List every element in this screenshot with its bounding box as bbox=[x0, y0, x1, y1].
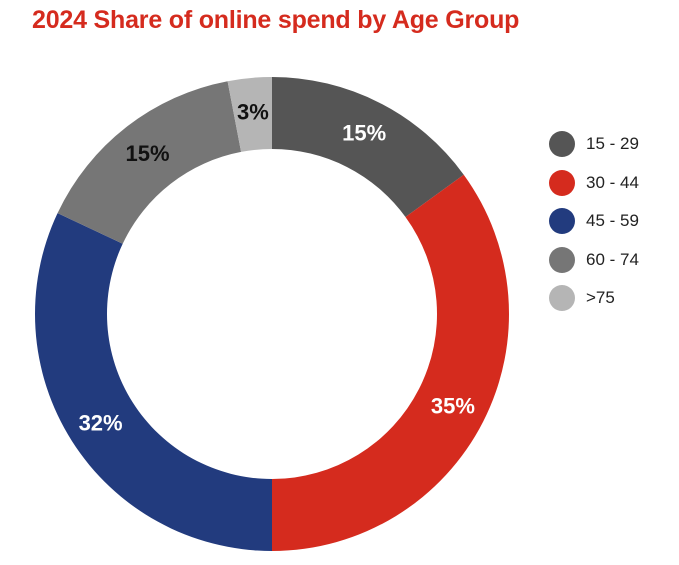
slice-label: 15% bbox=[342, 121, 386, 146]
slice-60-74 bbox=[57, 81, 242, 244]
legend-label: 30 - 44 bbox=[586, 172, 639, 192]
legend-label: >75 bbox=[586, 288, 615, 307]
legend-swatch bbox=[549, 131, 575, 157]
chart-title: 2024 Share of online spend by Age Group bbox=[32, 6, 520, 34]
slice-label: 32% bbox=[79, 410, 123, 435]
legend-label: 15 - 29 bbox=[586, 134, 639, 153]
slice-label: 3% bbox=[237, 99, 269, 124]
slice-15-29 bbox=[272, 77, 464, 218]
legend-item: 60 - 74 bbox=[549, 246, 639, 273]
chart-legend: 15 - 29 30 - 44 45 - 59 60 - 74 >75 bbox=[549, 131, 639, 311]
legend-swatch bbox=[549, 246, 575, 273]
legend-label: 45 - 59 bbox=[586, 211, 639, 230]
slice-label: 15% bbox=[126, 141, 170, 166]
slice-labels: 15% 35% 32% 15% 3% bbox=[79, 99, 475, 435]
legend-swatch bbox=[549, 208, 575, 234]
legend-item: 45 - 59 bbox=[549, 208, 639, 234]
slice-30-44 bbox=[272, 174, 510, 552]
legend-item: 15 - 29 bbox=[549, 131, 639, 157]
legend-label: 60 - 74 bbox=[586, 249, 639, 269]
slice-75 bbox=[227, 77, 272, 152]
legend-item: 30 - 44 bbox=[549, 169, 639, 196]
legend-swatch bbox=[549, 169, 575, 196]
donut-slices bbox=[35, 77, 510, 552]
slice-45-59 bbox=[35, 213, 272, 551]
slice-label: 35% bbox=[431, 394, 475, 419]
legend-item: >75 bbox=[549, 285, 639, 311]
legend-swatch bbox=[549, 285, 575, 311]
